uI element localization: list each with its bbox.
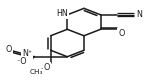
Text: HN: HN [57,9,68,18]
Text: CH₃: CH₃ [29,69,43,75]
Text: O: O [44,63,50,72]
Text: N: N [136,10,142,19]
Text: N⁺: N⁺ [22,49,32,58]
Text: O: O [118,29,125,38]
Text: ⁻O: ⁻O [16,57,27,66]
Text: O: O [6,45,12,54]
